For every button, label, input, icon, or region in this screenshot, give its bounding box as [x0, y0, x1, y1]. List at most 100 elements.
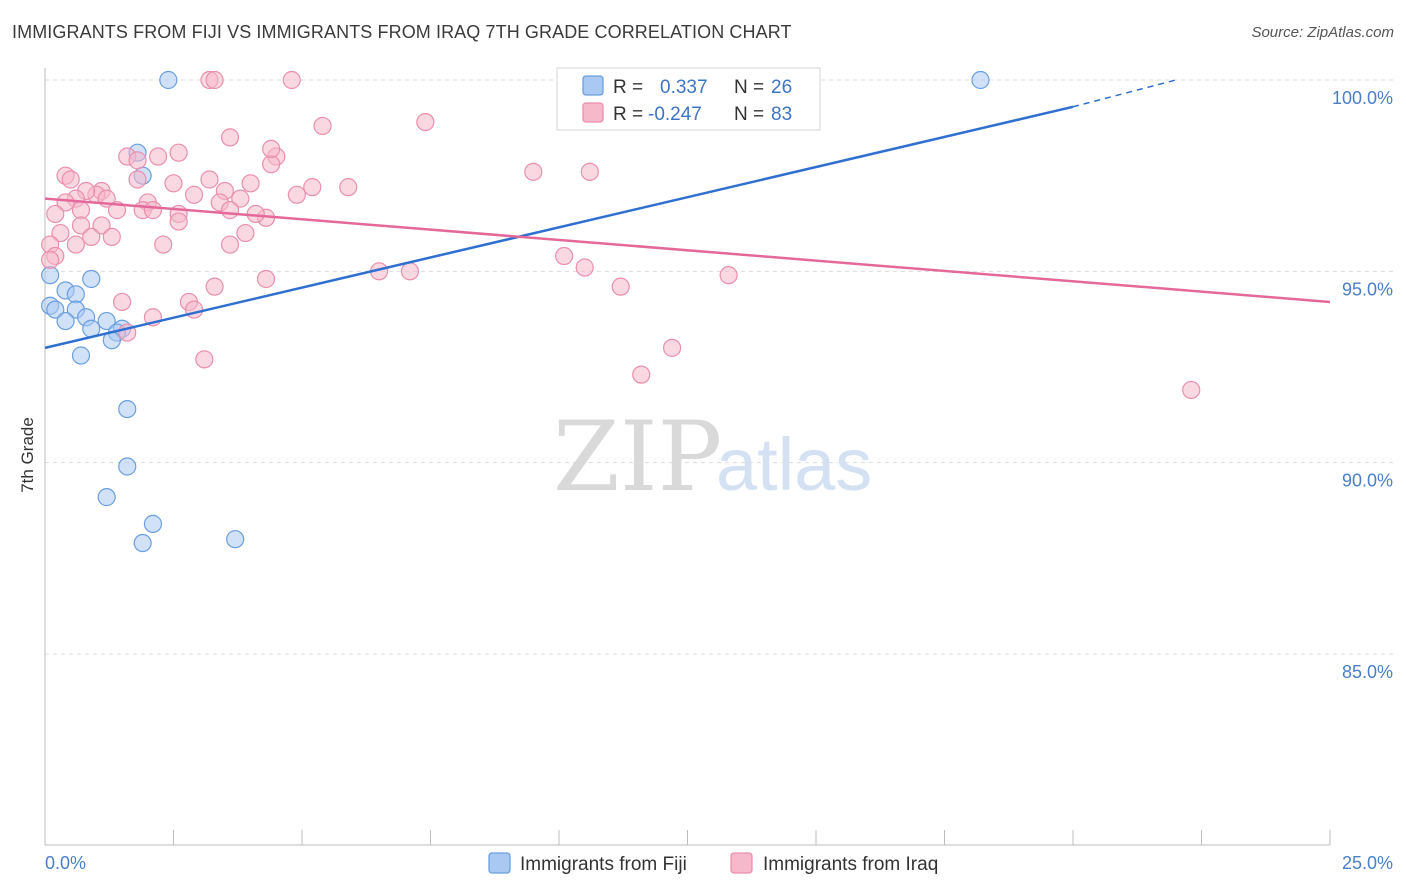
iraq-point [71, 201, 91, 220]
legend-fiji-n-value: 26 [771, 77, 792, 98]
iraq-point [66, 235, 85, 254]
iraq-point [287, 185, 306, 204]
legend-fiji-n-label: N = [734, 77, 764, 98]
iraq-point [416, 112, 435, 132]
legend-fiji-swatch [582, 75, 604, 96]
iraq-point [164, 174, 183, 193]
iraq-point [51, 223, 70, 243]
bottom-legend-fiji-label: Immigrants from Fiji [520, 854, 687, 875]
iraq-point [128, 151, 147, 170]
iraq-point [555, 246, 574, 266]
fiji-point [46, 300, 65, 319]
iraq-point [611, 277, 630, 296]
source-label: Source: ZipAtlas.com [1251, 24, 1394, 41]
iraq-point [400, 262, 420, 281]
iraq-point [662, 338, 682, 357]
fiji-point [118, 457, 137, 476]
fiji-series [41, 70, 990, 553]
iraq-point [220, 128, 240, 147]
iraq-point [205, 277, 224, 296]
fiji-trend-line [44, 105, 1074, 350]
watermark-zip: ZIP [553, 401, 722, 513]
y-tick-label: 95.0% [1342, 279, 1393, 299]
legend-iraq-n-label: N = [734, 104, 764, 125]
gridlines [45, 79, 1393, 655]
iraq-point [719, 266, 738, 285]
iraq-point [262, 139, 281, 158]
trend-lines [44, 79, 1331, 350]
legend-iraq-r-value: -0.247 [648, 104, 702, 125]
iraq-point [56, 193, 75, 212]
iraq-point [236, 223, 255, 243]
legend-iraq-r-label: R = [613, 104, 643, 125]
iraq-point [241, 174, 260, 193]
legend-iraq-n-value: 83 [771, 104, 792, 125]
iraq-point [154, 235, 173, 254]
iraq-point [102, 227, 121, 246]
bottom-legend-fiji-swatch [488, 852, 511, 874]
fiji-point [143, 514, 163, 533]
legend-fiji-r-label: R = [613, 77, 643, 98]
iraq-point [61, 170, 80, 189]
iraq-point [1182, 380, 1201, 400]
iraq-point [220, 235, 240, 254]
iraq-point [169, 143, 188, 162]
y-tick-label: 90.0% [1342, 471, 1393, 491]
fiji-point [133, 533, 152, 553]
fiji-point [97, 488, 116, 507]
fiji-point [82, 269, 101, 289]
iraq-point [575, 258, 594, 277]
iraq-point [46, 204, 65, 224]
iraq-point [195, 350, 214, 369]
iraq-point [169, 212, 188, 231]
chart-title: IMMIGRANTS FROM FIJI VS IMMIGRANTS FROM … [12, 22, 792, 42]
iraq-point [112, 292, 132, 312]
fiji-point [66, 285, 85, 304]
fiji-point [118, 399, 137, 419]
watermark-atlas: atlas [716, 423, 872, 506]
iraq-point [580, 162, 599, 181]
iraq-point [143, 201, 163, 220]
iraq-point [184, 185, 204, 204]
iraq-point [41, 250, 60, 269]
x-tick-label-min: 0.0% [45, 853, 86, 873]
y-tick-label: 100.0% [1332, 88, 1393, 108]
legend-box: R = 0.337 N = 26 R = -0.247 N = 83 [556, 67, 821, 131]
y-axis-label: 7th Grade [18, 417, 37, 493]
iraq-point [128, 170, 147, 189]
iraq-point [256, 269, 276, 289]
fiji-point [56, 311, 75, 331]
iraq-point [148, 147, 168, 166]
iraq-point [200, 170, 219, 189]
iraq-point [524, 162, 543, 181]
y-tick-label: 85.0% [1342, 662, 1393, 682]
fiji-point [41, 266, 60, 285]
bottom-legend-iraq-label: Immigrants from Iraq [763, 854, 938, 875]
fiji-point [159, 70, 178, 90]
iraq-point [220, 201, 240, 220]
iraq-point [632, 365, 651, 384]
iraq-point [82, 227, 101, 246]
iraq-point [92, 216, 111, 235]
iraq-series [41, 70, 1201, 400]
iraq-trend-line [44, 197, 1331, 304]
fiji-point [97, 311, 116, 331]
iraq-point [205, 70, 224, 90]
fiji-trend-extension [1072, 79, 1176, 108]
fiji-point [226, 530, 245, 549]
legend-iraq-swatch [582, 102, 604, 123]
iraq-point [339, 178, 358, 197]
bottom-legend-iraq-swatch [730, 852, 753, 874]
legend-fiji-r-value: 0.337 [660, 77, 708, 98]
iraq-point [71, 216, 91, 235]
bottom-legend: Immigrants from Fiji Immigrants from Ira… [488, 852, 938, 875]
fiji-point [71, 346, 91, 365]
x-tick-label-max: 25.0% [1342, 853, 1393, 873]
y-tick-labels: 85.0% 90.0% 95.0% 100.0% [1332, 88, 1393, 682]
iraq-point [303, 178, 322, 197]
fiji-point [971, 70, 990, 90]
iraq-point [262, 155, 281, 174]
iraq-point [282, 70, 301, 90]
iraq-point [231, 189, 250, 208]
